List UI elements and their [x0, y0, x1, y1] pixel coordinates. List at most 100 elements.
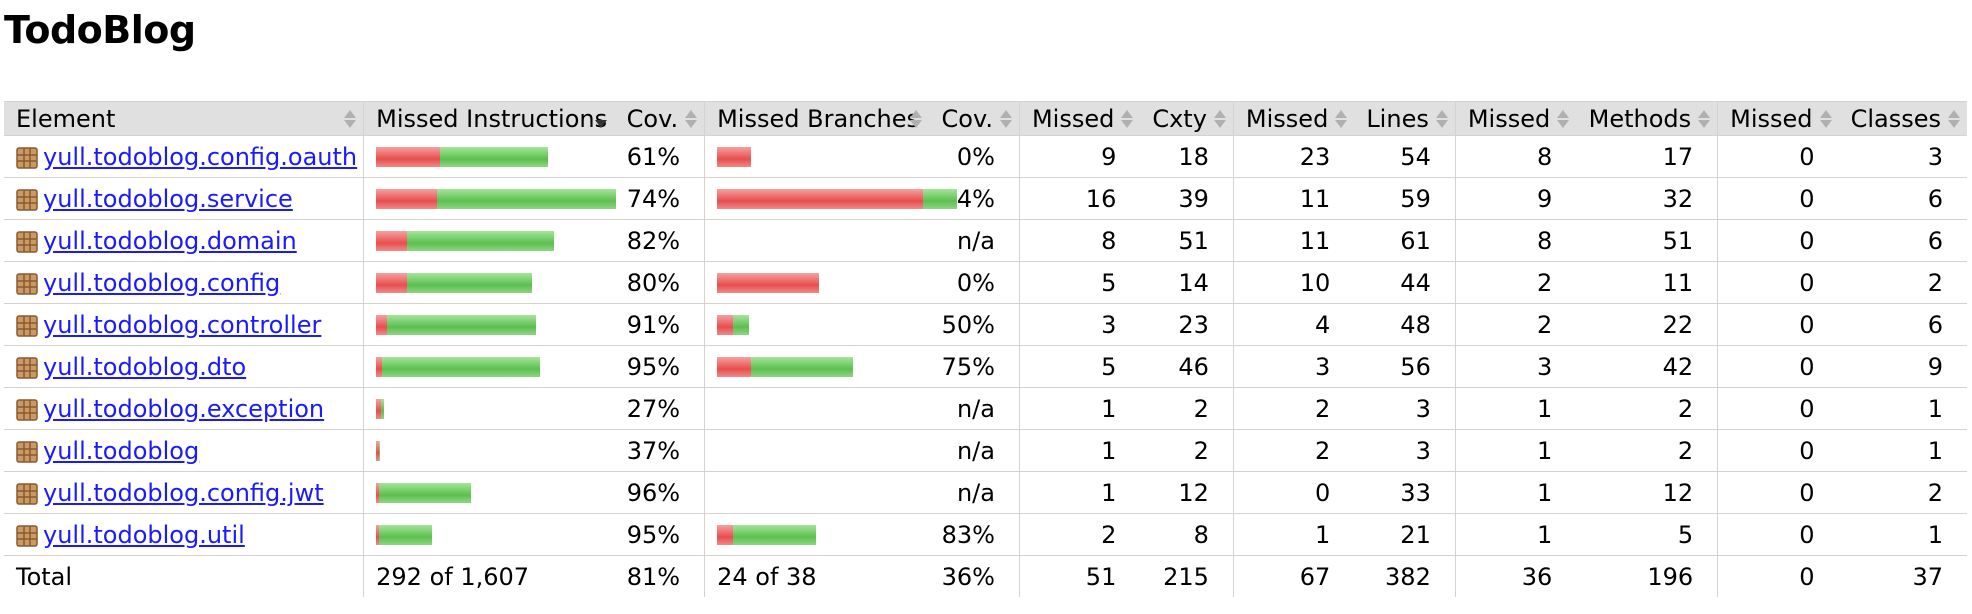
instructions-coverage: 80%	[613, 261, 705, 304]
package-icon	[16, 524, 38, 547]
missed-methods: 2	[1454, 303, 1577, 346]
covered-bar	[407, 272, 533, 293]
total-label: Total	[16, 562, 73, 591]
missed-branches-bar	[704, 345, 929, 388]
methods: 2	[1576, 387, 1718, 430]
header-missed-instructions[interactable]: Missed Instructions	[363, 101, 614, 136]
header-missed-branches[interactable]: Missed Branches	[704, 101, 929, 136]
missed-branches-bar	[704, 135, 929, 178]
header-classes[interactable]: Classes	[1838, 101, 1967, 136]
missed-lines: 4	[1232, 303, 1355, 346]
missed-branches-bar	[704, 387, 929, 430]
missed-lines: 23	[1232, 135, 1355, 178]
instructions-coverage: 27%	[613, 387, 705, 430]
missed-complexity: 9	[1018, 135, 1141, 178]
table-row: yull.todoblog.util 95% 83% 2 8 1 21 1 5 0 1	[4, 513, 1967, 556]
header-methods[interactable]: Methods	[1576, 101, 1718, 136]
missed-methods: 9	[1454, 177, 1577, 220]
coverage-bar	[376, 314, 608, 335]
instructions-coverage: 61%	[613, 135, 705, 178]
package-icon	[16, 356, 38, 379]
missed-complexity: 1	[1018, 387, 1141, 430]
table-row: yull.todoblog.config.jwt 96% n/a 1 12 0 33 1 12 0…	[4, 471, 1967, 514]
package-link[interactable]: yull.todoblog.util	[43, 520, 245, 549]
table-row: yull.todoblog.config.oauth 61% 0% 9 18 23 54 8 1…	[4, 135, 1967, 178]
classes: 1	[1838, 387, 1967, 430]
package-icon	[16, 146, 38, 169]
total-instructions: 292 of 1,607	[363, 555, 614, 597]
package-link[interactable]: yull.todoblog.dto	[43, 352, 247, 381]
coverage-bar	[717, 524, 922, 545]
missed-complexity: 2	[1018, 513, 1141, 556]
element-cell: yull.todoblog.controller	[4, 303, 364, 346]
element-cell: yull.todoblog.service	[4, 177, 364, 220]
package-link[interactable]: yull.todoblog.domain	[43, 226, 297, 255]
table-row: yull.todoblog.dto 95% 75% 5 46 3 56 3 42 0 9	[4, 345, 1967, 388]
package-icon	[16, 188, 38, 211]
package-icon	[16, 482, 38, 505]
sort-icon	[1213, 109, 1226, 129]
package-icon	[16, 314, 38, 337]
classes: 3	[1838, 135, 1967, 178]
instructions-coverage: 37%	[613, 429, 705, 472]
instructions-coverage: 95%	[613, 345, 705, 388]
classes: 6	[1838, 303, 1967, 346]
missed-bar	[376, 272, 408, 293]
package-link[interactable]: yull.todoblog.service	[43, 184, 293, 213]
missed-methods: 1	[1454, 513, 1577, 556]
header-missed-lines[interactable]: Missed	[1232, 101, 1355, 136]
table-row: yull.todoblog.domain 82% n/a 8 51 11 61 8 51 0 6	[4, 219, 1967, 262]
header-complexity[interactable]: Cxty	[1140, 101, 1234, 136]
covered-bar	[437, 188, 617, 209]
branches-coverage: 0%	[928, 135, 1020, 178]
missed-complexity: 1	[1018, 429, 1141, 472]
covered-bar	[733, 314, 750, 335]
total-missed-lines: 67	[1232, 555, 1355, 597]
covered-bar	[751, 356, 854, 377]
table-row: yull.todoblog.config 80% 0% 5 14 10 44 2 11 0 2	[4, 261, 1967, 304]
element-cell: yull.todoblog	[4, 429, 364, 472]
missed-instructions-bar	[363, 219, 614, 262]
methods: 12	[1576, 471, 1718, 514]
header-lines[interactable]: Lines	[1354, 101, 1456, 136]
missed-complexity: 5	[1018, 261, 1141, 304]
branches-coverage: n/a	[928, 471, 1020, 514]
missed-bar	[717, 314, 734, 335]
missed-instructions-bar	[363, 177, 617, 220]
package-link[interactable]: yull.todoblog	[43, 436, 200, 465]
header-missed-complexity[interactable]: Missed	[1018, 101, 1141, 136]
methods: 32	[1576, 177, 1718, 220]
total-missed-methods: 36	[1454, 555, 1577, 597]
header-instructions-coverage[interactable]: Cov.	[613, 101, 705, 136]
covered-bar	[407, 230, 555, 251]
lines: 48	[1354, 303, 1456, 346]
complexity: 23	[1140, 303, 1234, 346]
coverage-bar	[717, 146, 922, 167]
header-element[interactable]: Element	[4, 101, 364, 136]
lines: 3	[1354, 429, 1456, 472]
package-link[interactable]: yull.todoblog.config.oauth	[43, 142, 358, 171]
complexity: 46	[1140, 345, 1234, 388]
lines: 59	[1354, 177, 1456, 220]
total-missed-classes: 0	[1717, 555, 1839, 597]
covered-bar	[440, 146, 549, 167]
package-link[interactable]: yull.todoblog.config	[43, 268, 281, 297]
covered-bar	[733, 524, 817, 545]
missed-bar	[717, 272, 820, 293]
total-classes: 37	[1912, 562, 1943, 591]
missed-bar	[717, 356, 752, 377]
missed-lines: 2	[1232, 387, 1355, 430]
header-branches-coverage[interactable]: Cov.	[928, 101, 1020, 136]
total-row: Total 292 of 1,607 81% 24 of 38 36% 51 2…	[4, 555, 1967, 597]
header-missed-classes[interactable]: Missed	[1717, 101, 1839, 136]
coverage-bar	[717, 314, 922, 335]
package-link[interactable]: yull.todoblog.exception	[43, 394, 325, 423]
package-link[interactable]: yull.todoblog.config.jwt	[43, 478, 324, 507]
methods: 51	[1576, 219, 1718, 262]
missed-bar	[376, 188, 438, 209]
instructions-coverage: 95%	[613, 513, 705, 556]
package-link[interactable]: yull.todoblog.controller	[43, 310, 322, 339]
header-missed-methods[interactable]: Missed	[1454, 101, 1577, 136]
instructions-coverage: 91%	[613, 303, 705, 346]
methods: 11	[1576, 261, 1718, 304]
